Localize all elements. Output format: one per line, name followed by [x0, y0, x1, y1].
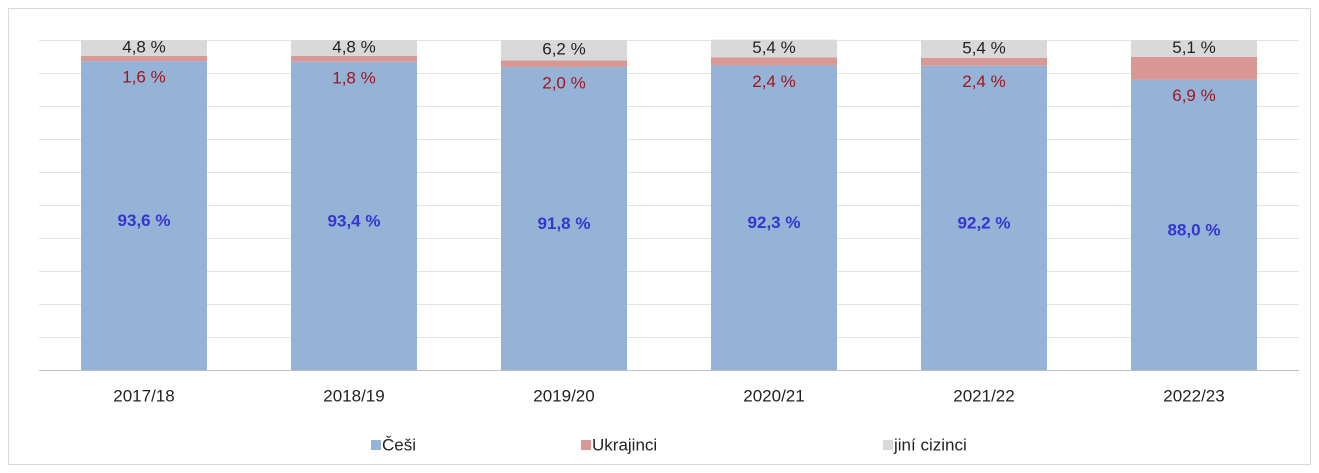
bar-segment	[921, 57, 1047, 66]
bar-segment	[291, 40, 417, 56]
data-label: 1,6 %	[122, 68, 165, 87]
data-label: 93,6 %	[118, 211, 171, 230]
data-label: 92,2 %	[958, 213, 1011, 232]
legend-label: Ukrajinci	[592, 435, 657, 454]
data-label: 5,4 %	[962, 38, 1005, 57]
data-label: 1,8 %	[332, 68, 375, 87]
legend-swatch	[371, 440, 381, 450]
data-label: 2,4 %	[752, 72, 795, 91]
legend-swatch	[581, 440, 591, 450]
bar-segment	[921, 40, 1047, 58]
legend-label: jiní cizinci	[893, 435, 967, 454]
data-label: 2,4 %	[962, 72, 1005, 91]
x-tick-label: 2018/19	[323, 386, 384, 405]
data-label: 4,8 %	[332, 37, 375, 56]
bar-segment	[921, 65, 1047, 371]
bar-segment	[81, 61, 207, 371]
bar-segment	[501, 60, 627, 68]
bar-segment	[711, 39, 837, 58]
legend-label: Češi	[382, 435, 416, 454]
data-label: 93,4 %	[328, 211, 381, 230]
bar-segment	[501, 40, 627, 61]
data-label: 92,3 %	[748, 213, 801, 232]
bar-segment	[1131, 79, 1257, 370]
bar-segment	[501, 67, 627, 370]
data-label: 88,0 %	[1168, 220, 1221, 239]
data-label: 5,4 %	[752, 38, 795, 57]
bar-segment	[1131, 56, 1257, 80]
bar-segment	[81, 55, 207, 62]
bar-segment	[711, 65, 837, 370]
data-label: 5,1 %	[1172, 38, 1215, 57]
bar-segment	[291, 55, 417, 62]
data-label: 6,2 %	[542, 40, 585, 59]
x-tick-label: 2022/23	[1163, 386, 1224, 405]
data-label: 2,0 %	[542, 74, 585, 93]
data-label: 4,8 %	[122, 37, 165, 56]
x-tick-label: 2019/20	[533, 386, 594, 405]
data-label: 6,9 %	[1172, 86, 1215, 105]
bar-segment	[1131, 40, 1257, 57]
x-tick-label: 2017/18	[113, 386, 174, 405]
data-label: 91,8 %	[538, 214, 591, 233]
bar-segment	[711, 57, 837, 66]
x-tick-label: 2021/22	[953, 386, 1014, 405]
bar-segment	[81, 40, 207, 56]
x-tick-label: 2020/21	[743, 386, 804, 405]
legend-swatch	[883, 440, 893, 450]
bar-segment	[291, 61, 417, 370]
chart-frame	[8, 8, 1311, 465]
